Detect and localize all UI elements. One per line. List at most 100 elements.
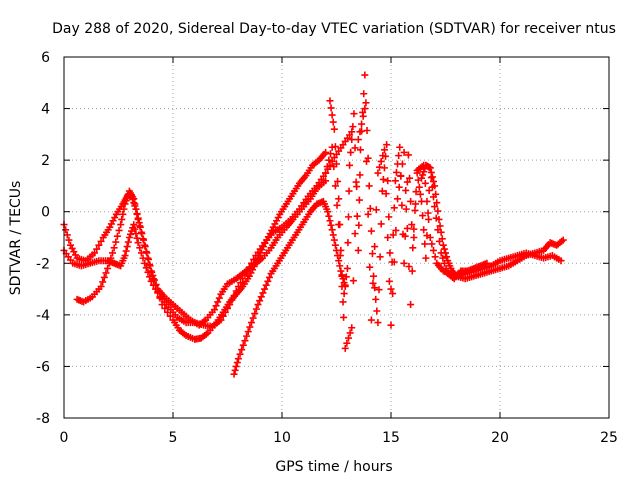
data-point [234, 355, 242, 363]
plot-frame [63, 56, 610, 419]
data-point [387, 321, 395, 329]
data-point [391, 177, 399, 185]
data-point [559, 236, 567, 244]
data-point-interp [419, 171, 427, 179]
data-point-interp [443, 253, 451, 261]
data-point-interp [65, 236, 73, 244]
data-point-interp [353, 212, 361, 220]
data-point [134, 239, 142, 247]
data-point [134, 215, 142, 223]
data-point-interp [237, 279, 245, 287]
data-point-interp [131, 225, 139, 233]
data-point-interp [363, 126, 371, 134]
data-point-interp [368, 250, 376, 258]
data-point-interp [356, 128, 364, 136]
data-point [91, 249, 99, 257]
data-point-interp [327, 221, 335, 229]
data-point-interp [433, 199, 441, 207]
data-point-interp [244, 328, 252, 336]
data-point [348, 128, 356, 136]
y-tick-label: 0 [41, 205, 50, 221]
data-point-interp [212, 302, 220, 310]
data-point-interp [392, 168, 400, 176]
data-point-interp [265, 273, 273, 281]
data-point-interp [379, 175, 387, 183]
data-point [400, 148, 408, 156]
data-point-interp [97, 237, 105, 245]
data-point-interp [349, 123, 357, 131]
data-point-interp [421, 179, 429, 187]
data-point-interp [257, 293, 265, 301]
series-track-e [326, 71, 491, 327]
data-point-interp [329, 118, 337, 126]
data-points [60, 71, 567, 378]
data-point-interp [425, 215, 433, 223]
data-point-interp [335, 257, 343, 265]
data-point-interp [420, 168, 428, 176]
data-point-interp [430, 177, 438, 185]
data-point [422, 254, 430, 262]
data-point-interp [120, 205, 128, 213]
data-point-interp [142, 248, 150, 256]
data-point-interp [412, 188, 420, 196]
data-point-interp [390, 258, 398, 266]
data-point-interp [132, 205, 140, 213]
data-point-interp [440, 245, 448, 253]
data-point-interp [340, 313, 348, 321]
data-point [335, 221, 343, 229]
data-point-interp [336, 252, 344, 260]
data-point-interp [395, 183, 403, 191]
data-point-interp [385, 277, 393, 285]
data-point-interp [402, 205, 410, 213]
data-point-interp [372, 206, 380, 214]
data-point-interp [389, 231, 397, 239]
data-point-interp [384, 234, 392, 241]
data-point-interp [107, 254, 115, 262]
axis-ticks [63, 56, 610, 419]
data-point-interp [132, 230, 140, 238]
data-point-interp [371, 243, 379, 251]
data-point-interp [353, 183, 361, 191]
data-point [346, 161, 354, 169]
data-point-interp [327, 104, 335, 112]
data-point-interp [371, 284, 379, 292]
data-point-interp [412, 200, 420, 208]
data-point-interp [149, 272, 157, 280]
data-point-interp [238, 346, 246, 354]
data-point [426, 234, 434, 241]
data-point-interp [379, 152, 387, 160]
data-point-interp [351, 230, 359, 238]
data-point-interp [131, 200, 139, 208]
data-point [418, 174, 426, 182]
data-point [374, 319, 382, 327]
data-point-interp [136, 222, 144, 230]
data-point-interp [146, 261, 154, 269]
data-point-interp [347, 148, 355, 156]
data-point-interp [122, 197, 130, 205]
data-point-interp [214, 298, 222, 306]
data-point-interp [133, 210, 141, 218]
data-point-interp [338, 282, 346, 290]
data-point-interp [232, 287, 240, 295]
data-point-interp [231, 366, 239, 374]
y-tick-label: -6 [36, 359, 50, 375]
data-point [350, 110, 358, 118]
data-point-interp [344, 334, 352, 342]
data-point-interp [233, 359, 241, 367]
data-point [431, 182, 439, 190]
data-point-interp [407, 197, 415, 205]
data-point-interp [349, 277, 357, 285]
series-track-d [230, 197, 349, 378]
data-point-interp [264, 277, 272, 285]
data-point-interp [416, 190, 424, 198]
data-point [130, 195, 138, 203]
data-point-interp [119, 210, 127, 218]
y-tick-label: 6 [41, 50, 50, 66]
data-point-interp [99, 278, 107, 286]
data-point-interp [133, 234, 141, 242]
data-point-interp [427, 168, 435, 176]
data-point [322, 177, 330, 185]
data-point-interp [430, 246, 438, 254]
